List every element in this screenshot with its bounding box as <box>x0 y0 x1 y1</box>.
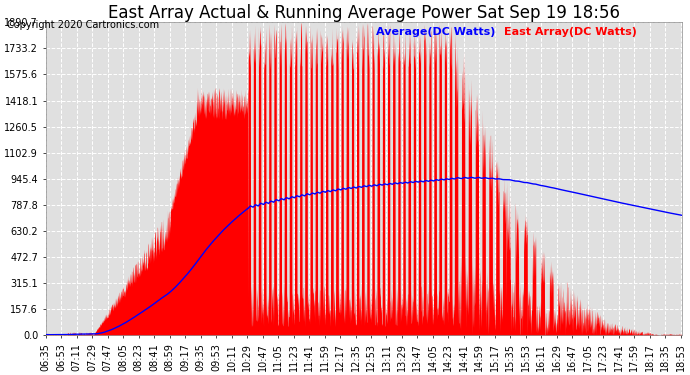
Text: Average(DC Watts): Average(DC Watts) <box>377 27 496 37</box>
Text: East Array(DC Watts): East Array(DC Watts) <box>504 27 636 37</box>
Title: East Array Actual & Running Average Power Sat Sep 19 18:56: East Array Actual & Running Average Powe… <box>108 4 620 22</box>
Text: Copyright 2020 Cartronics.com: Copyright 2020 Cartronics.com <box>7 20 159 30</box>
